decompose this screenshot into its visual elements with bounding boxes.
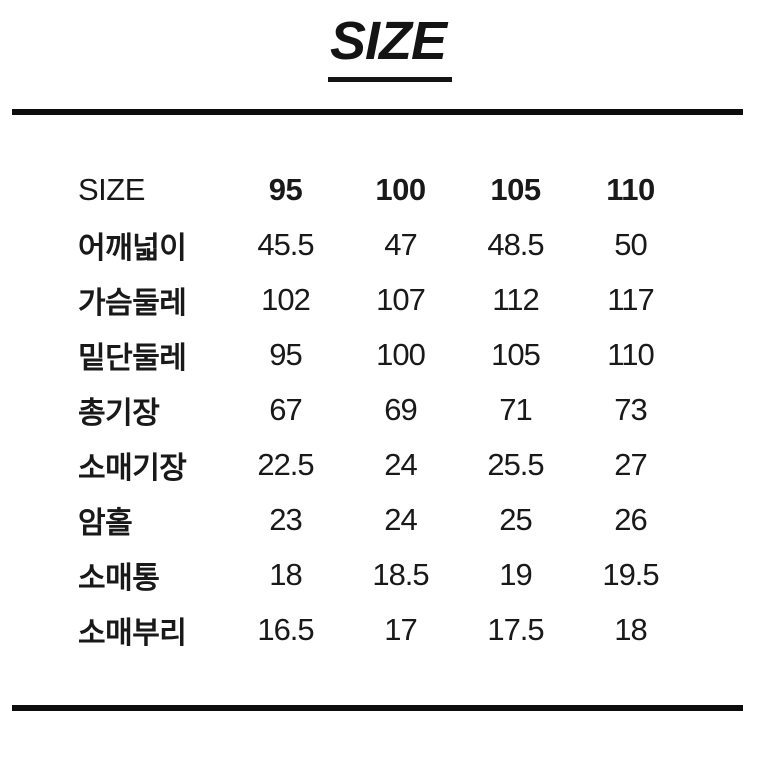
- cell-value: 112: [492, 281, 539, 317]
- cell-value: 19.5: [602, 556, 659, 592]
- title-area: SIZE: [0, 14, 780, 82]
- cell-value: 17: [384, 611, 417, 647]
- table-row-chest: 가슴둘레 102 107 112 117: [78, 272, 688, 327]
- cell-value: 107: [376, 281, 426, 317]
- cell-value: 105: [491, 336, 541, 372]
- size-table: SIZE 95 100 105 110 어깨넓이 45.5 47 48.5 50…: [78, 162, 688, 657]
- cell-value: 26: [614, 501, 647, 537]
- cell-value: 69: [384, 391, 417, 427]
- row-label: 밑단둘레: [78, 341, 187, 375]
- table-row-total-length: 총기장 67 69 71 73: [78, 382, 688, 437]
- table-row-sleeve-width: 소매통 18 18.5 19 19.5: [78, 547, 688, 602]
- row-label: 소매통: [78, 561, 160, 595]
- table-row-hem: 밑단둘레 95 100 105 110: [78, 327, 688, 382]
- row-label: 어깨넓이: [78, 231, 187, 265]
- cell-value: 17.5: [487, 611, 544, 647]
- cell-value: 117: [607, 281, 654, 317]
- cell-value: 95: [269, 336, 302, 372]
- cell-value: 24: [384, 446, 417, 482]
- cell-value: 45.5: [257, 226, 314, 262]
- cell-value: 23: [269, 501, 302, 537]
- column-header-105: 105: [490, 171, 541, 207]
- cell-value: 48.5: [487, 226, 544, 262]
- bottom-divider-rule: [12, 705, 743, 711]
- row-label: 가슴둘레: [78, 286, 187, 320]
- cell-value: 73: [614, 391, 647, 427]
- cell-value: 25: [499, 501, 532, 537]
- table-header-row: SIZE 95 100 105 110: [78, 162, 688, 217]
- cell-value: 71: [499, 391, 532, 427]
- column-header-100: 100: [375, 171, 426, 207]
- cell-value: 67: [269, 391, 302, 427]
- cell-value: 18: [614, 611, 647, 647]
- cell-value: 24: [384, 501, 417, 537]
- table-row-sleeve-length: 소매기장 22.5 24 25.5 27: [78, 437, 688, 492]
- cell-value: 18.5: [372, 556, 429, 592]
- column-header-95: 95: [268, 171, 303, 207]
- header-size-label: SIZE: [78, 171, 145, 207]
- cell-value: 18: [269, 556, 302, 592]
- cell-value: 50: [614, 226, 647, 262]
- column-header-110: 110: [606, 171, 655, 207]
- row-label: 소매기장: [78, 451, 187, 485]
- table-row-cuff: 소매부리 16.5 17 17.5 18: [78, 602, 688, 657]
- table-row-armhole: 암홀 23 24 25 26: [78, 492, 688, 547]
- cell-value: 16.5: [257, 611, 314, 647]
- cell-value: 27: [614, 446, 647, 482]
- cell-value: 100: [376, 336, 426, 372]
- table-row-shoulder: 어깨넓이 45.5 47 48.5 50: [78, 217, 688, 272]
- row-label: 암홀: [78, 506, 133, 540]
- cell-value: 47: [384, 226, 417, 262]
- cell-value: 102: [261, 281, 311, 317]
- top-divider-rule: [12, 109, 743, 115]
- cell-value: 110: [607, 336, 654, 372]
- cell-value: 19: [499, 556, 532, 592]
- row-label: 총기장: [78, 396, 160, 430]
- row-label: 소매부리: [78, 616, 187, 650]
- cell-value: 22.5: [257, 446, 314, 482]
- cell-value: 25.5: [487, 446, 544, 482]
- page-title: SIZE: [327, 14, 453, 82]
